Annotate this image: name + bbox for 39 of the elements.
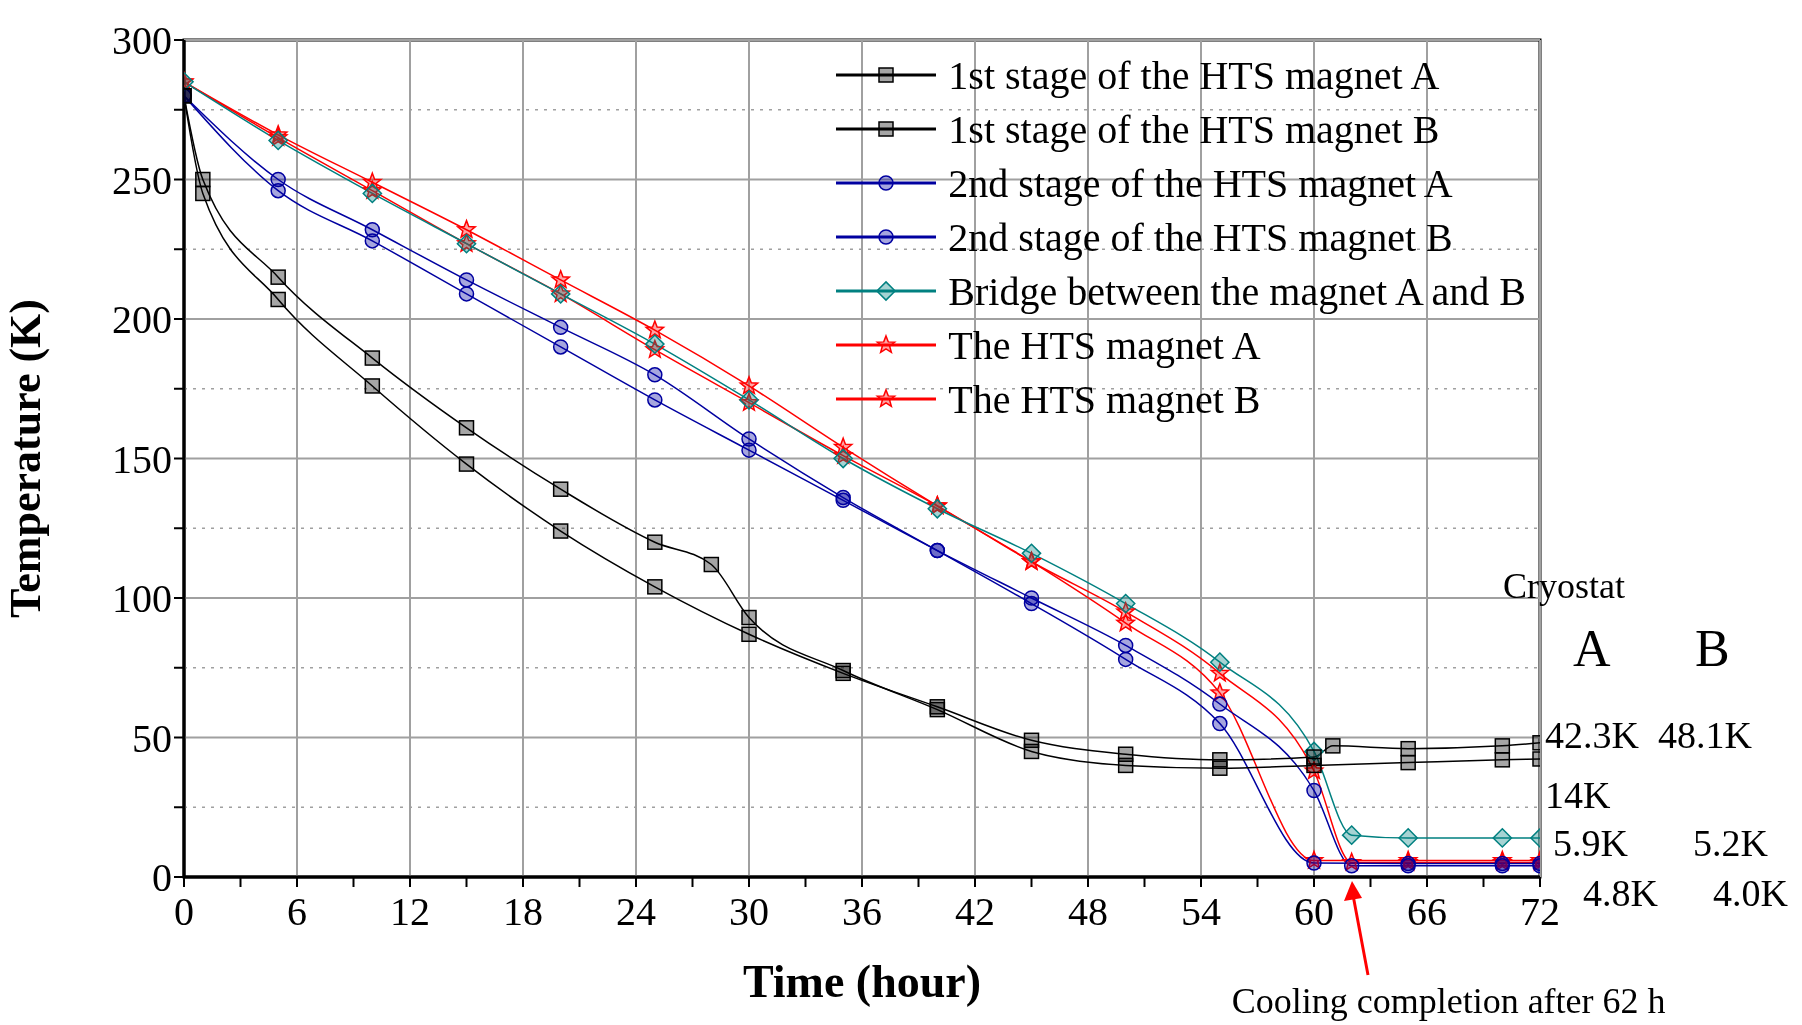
- legend-label: 1st stage of the HTS magnet A: [948, 51, 1440, 99]
- y-tick-label: 300: [112, 18, 172, 64]
- text: B: [1695, 620, 1730, 677]
- text: 14K: [1545, 774, 1611, 816]
- y-tick-label: 50: [132, 715, 172, 761]
- x-tick-label: 18: [503, 889, 543, 935]
- x-tick-label: 42: [955, 889, 995, 935]
- y-tick-label: 0: [152, 855, 172, 901]
- text: 4.8K: [1583, 872, 1658, 914]
- text: 5.2K: [1693, 822, 1768, 864]
- text: A: [1573, 620, 1611, 677]
- x-tick-label: 6: [287, 889, 307, 935]
- legend-label: The HTS magnet A: [948, 321, 1261, 369]
- x-tick-label: 30: [729, 889, 769, 935]
- y-tick-label: 100: [112, 576, 172, 622]
- x-tick-label: 66: [1407, 889, 1447, 935]
- legend-label: 2nd stage of the HTS magnet B: [948, 213, 1453, 261]
- y-axis-title: Temperature (K): [0, 299, 50, 618]
- y-tick-label: 150: [112, 436, 172, 482]
- x-tick-label: 48: [1068, 889, 1108, 935]
- y-tick-label: 250: [112, 157, 172, 203]
- text: 5.9K: [1553, 822, 1628, 864]
- x-tick-label: 72: [1520, 889, 1560, 935]
- legend-label: 1st stage of the HTS magnet B: [948, 105, 1440, 153]
- x-tick-label: 60: [1294, 889, 1334, 935]
- x-tick-label: 12: [390, 889, 430, 935]
- text: 48.1K: [1658, 714, 1752, 756]
- annotation: Cooling completion after 62 h: [1231, 981, 1666, 1021]
- legend-label: The HTS magnet B: [948, 375, 1261, 423]
- text: 42.3K: [1545, 714, 1639, 756]
- x-tick-label: 24: [616, 889, 656, 935]
- y-tick-label: 200: [112, 297, 172, 343]
- x-tick-label: 36: [842, 889, 882, 935]
- annotation: Cryostat: [1503, 566, 1625, 606]
- x-tick-label: 54: [1181, 889, 1221, 935]
- text: 4.0K: [1713, 872, 1788, 914]
- legend-label: 2nd stage of the HTS magnet A: [948, 159, 1453, 207]
- x-axis-title: Time (hour): [742, 956, 982, 1007]
- legend-label: Bridge between the magnet A and B: [948, 267, 1526, 315]
